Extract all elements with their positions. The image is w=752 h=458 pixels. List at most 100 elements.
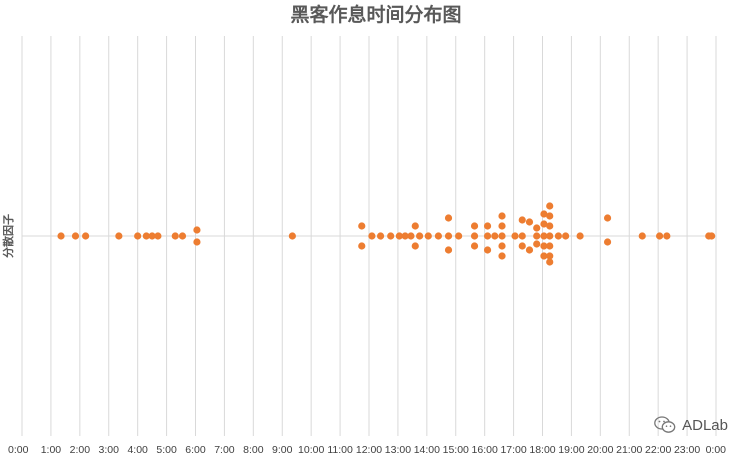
x-axis-ticks: 0:00 1:00 2:00 3:00 4:00 5:00 6:00 7:00 8:00 9:00…: [8, 444, 726, 456]
data-point: [193, 238, 201, 246]
x-tick-label: 16:00: [472, 444, 498, 456]
data-point: [470, 232, 479, 240]
data-point: [498, 222, 506, 230]
data-point: [603, 238, 612, 246]
data-point: [518, 232, 526, 240]
data-point: [424, 232, 432, 240]
data-point: [148, 232, 156, 240]
data-point: [663, 232, 671, 240]
x-tick-label: 4:00: [127, 444, 148, 456]
data-point: [498, 232, 506, 240]
data-point: [546, 258, 554, 266]
data-point: [411, 242, 419, 250]
data-point: [656, 232, 664, 240]
data-point: [511, 232, 519, 240]
data-point: [525, 218, 534, 226]
data-point: [518, 216, 526, 224]
data-point: [562, 232, 570, 240]
data-points: [57, 202, 716, 266]
data-point: [483, 246, 492, 254]
x-tick-label: 8:00: [243, 444, 264, 456]
data-point: [498, 242, 506, 250]
data-point: [498, 252, 506, 260]
data-point: [416, 232, 424, 240]
x-tick-label: 1:00: [41, 444, 62, 456]
data-point: [483, 232, 492, 240]
data-point: [576, 232, 584, 240]
x-tick-label: 6:00: [185, 444, 206, 456]
data-point: [387, 232, 395, 240]
data-point: [434, 232, 442, 240]
data-point: [407, 232, 415, 240]
data-point: [546, 232, 554, 240]
data-point: [540, 220, 548, 228]
data-point: [546, 252, 554, 260]
data-point: [533, 232, 541, 240]
x-tick-label: 17:00: [500, 444, 526, 456]
data-point: [533, 224, 541, 232]
data-point: [518, 242, 526, 250]
data-point: [171, 232, 179, 240]
x-tick-label: 19:00: [558, 444, 584, 456]
data-point: [154, 232, 162, 240]
x-tick-label: 11:00: [327, 444, 353, 456]
x-tick-label: 21:00: [616, 444, 642, 456]
data-point: [358, 222, 366, 230]
x-tick-label: 22:00: [645, 444, 671, 456]
data-point: [71, 232, 80, 240]
data-point: [376, 232, 385, 240]
data-point: [455, 232, 463, 240]
data-point: [546, 242, 554, 250]
data-point: [444, 232, 453, 240]
x-tick-label: 20:00: [587, 444, 613, 456]
x-tick-label: 14:00: [414, 444, 440, 456]
x-tick-label: 12:00: [356, 444, 382, 456]
data-point: [142, 232, 150, 240]
data-point: [554, 232, 563, 240]
data-point: [395, 232, 403, 240]
data-point: [546, 202, 554, 210]
data-point: [401, 232, 409, 240]
x-tick-label: 7:00: [214, 444, 235, 456]
data-point: [368, 232, 376, 240]
x-tick-label: 5:00: [156, 444, 177, 456]
x-tick-label: 23:00: [674, 444, 700, 456]
y-axis-label: 分散因子: [1, 214, 15, 258]
x-tick-label: 10:00: [298, 444, 324, 456]
data-point: [491, 232, 499, 240]
data-point: [540, 210, 548, 218]
chart-title: 黑客作息时间分布图: [290, 3, 461, 26]
data-point: [483, 222, 492, 230]
data-point: [533, 240, 541, 248]
data-point: [411, 222, 419, 230]
data-point: [540, 252, 548, 260]
data-point: [470, 222, 479, 230]
data-point: [444, 214, 453, 222]
x-tick-label: 15:00: [443, 444, 469, 456]
x-tick-label: 3:00: [99, 444, 120, 456]
wechat-icon: [654, 416, 676, 433]
data-point: [193, 226, 201, 234]
x-tick-label: 0:00: [706, 444, 727, 456]
data-point: [178, 232, 187, 240]
x-tick-label: 0:00: [8, 444, 29, 456]
x-tick-label: 18:00: [529, 444, 555, 456]
x-tick-label: 9:00: [272, 444, 293, 456]
x-tick-label: 13:00: [385, 444, 411, 456]
data-point: [546, 222, 554, 230]
data-point: [470, 242, 479, 250]
data-point: [525, 246, 534, 254]
data-point: [603, 214, 612, 222]
data-point: [546, 212, 554, 220]
watermark: ADLab: [654, 416, 728, 434]
watermark-text: ADLab: [682, 416, 728, 434]
data-point: [444, 246, 453, 254]
data-point: [134, 232, 142, 240]
data-point: [638, 232, 646, 240]
data-point: [498, 212, 506, 220]
data-point: [358, 242, 366, 250]
data-point: [115, 232, 123, 240]
data-point: [540, 232, 548, 240]
data-point: [288, 232, 296, 240]
